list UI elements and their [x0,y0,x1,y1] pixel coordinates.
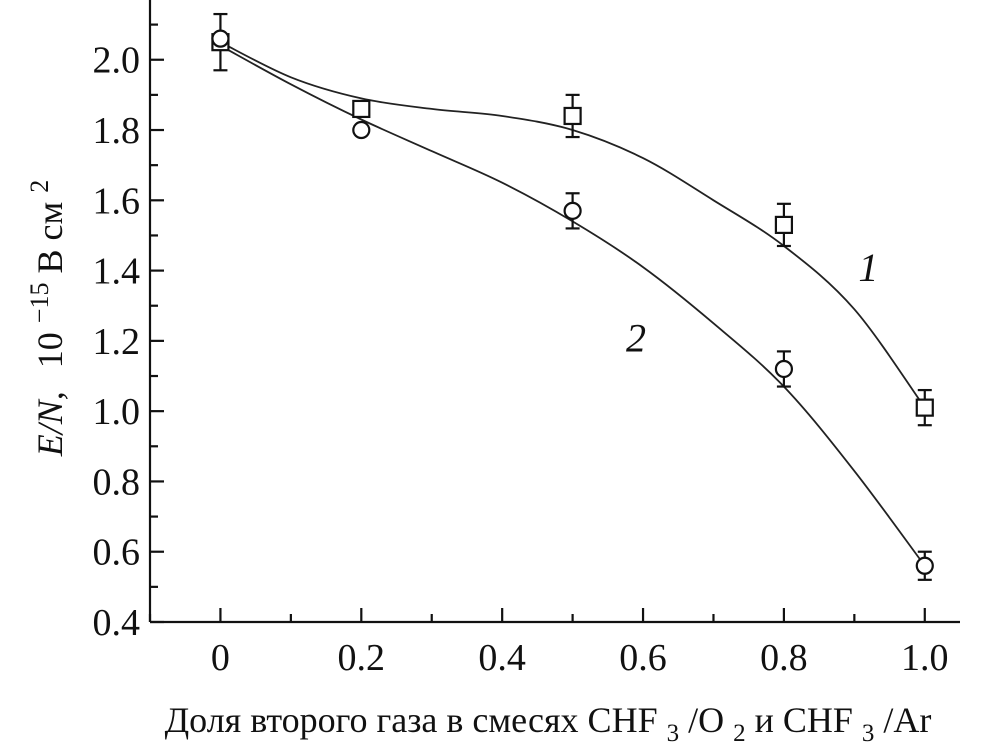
x-tick-label: 0.8 [760,637,808,679]
y-tick-label: 1.6 [93,180,141,222]
y-tick-label: 1.8 [93,110,141,152]
series-label-2: 2 [626,315,646,360]
series-2-point [211,29,230,48]
y-tick-label: 0.8 [93,461,141,503]
y-axis-exponent: −15 [25,283,54,324]
y-tick-label: 0.6 [93,532,141,574]
x-axis-title-end: /Ar [883,700,931,740]
x-axis-title-sub3: 3 [862,720,875,747]
y-axis-unit-exponent: 2 [25,180,54,193]
x-axis-title: Доля второго газа в смесях CHF 3 /O 2 и … [165,700,932,749]
series-2-point [352,120,371,140]
x-axis-title-main: Доля второго газа в смесях CHF [165,700,658,740]
y-axis-unit: В см [30,202,70,274]
x-tick-label: 1.0 [901,637,949,679]
series-annotations: 12 [626,245,878,360]
series-markers [211,12,934,581]
series-label-1: 1 [858,245,878,290]
y-tick-label: 0.4 [93,602,141,644]
y-axis-quantity: E/N, [30,391,70,457]
x-axis-title-sub1: 3 [667,720,680,747]
y-tick-label: 1.0 [93,391,141,433]
series-curves [219,41,926,567]
series-2-point [915,556,934,575]
y-axis-title: E/N, 10 −15 В см 2 [16,180,70,457]
series-1-point [563,106,582,126]
series-2-point [563,201,582,220]
x-tick-label: 0 [211,637,230,679]
y-tick-label: 1.4 [93,251,141,293]
y-tick-label: 2.0 [93,40,141,82]
series-1-point [774,215,794,235]
series-1-point [352,99,371,119]
series-2-curve [219,44,926,567]
series-1-curve [220,41,926,409]
x-tick-label: 0.4 [478,637,526,679]
series-1-point [915,398,934,417]
x-axis-title-sub2: 2 [733,720,746,747]
x-tick-label: 0.2 [338,637,386,679]
axes: 0.4 0.6 0.8 1.0 1.2 1.4 1.6 1.8 2.0 0 0.2 0.4 0.6 0.8… [93,0,960,679]
x-axis-title-mid1: /O [688,700,724,740]
x-axis-title-mid2: и CHF [755,700,853,740]
series-2-point [774,359,794,379]
x-tick-label: 0.6 [619,637,667,679]
y-tick-label: 1.2 [93,321,141,363]
y-axis-unit-prefix: 10 [30,332,70,368]
